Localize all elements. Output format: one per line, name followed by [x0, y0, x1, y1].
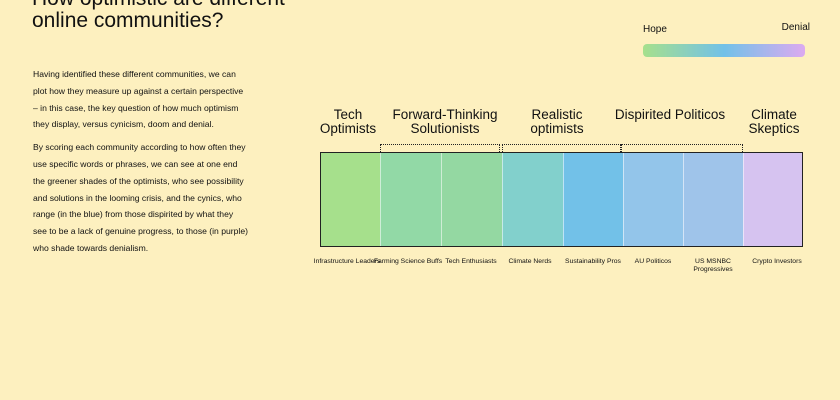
- community-label-climate-nerds: Climate Nerds: [508, 258, 552, 265]
- community-label-infrastructure-leaders: Infrastructure Leaders: [313, 258, 381, 265]
- group-label-tech-optimists: Tech Optimists: [319, 107, 377, 136]
- community-label-tech-enthusiasts: Tech Enthusiasts: [445, 258, 497, 265]
- segment-us-msnbc-progressives: [683, 153, 743, 246]
- group-label-forward-thinking: Forward-Thinking Solutionists: [392, 107, 498, 136]
- bracket-realistic-optimists: [502, 144, 621, 152]
- bracket-forward-thinking: [380, 144, 500, 152]
- community-label-farming-science-buffs: Farming Science Buffs: [373, 258, 443, 265]
- community-spectrum-band: [320, 152, 803, 247]
- segment-au-politicos: [623, 153, 683, 246]
- bracket-dispirited-politicos: [621, 144, 743, 152]
- segment-crypto-investors: [743, 153, 802, 246]
- hope-denial-legend: Hope Denial: [643, 22, 810, 62]
- description: Having identified these different commun…: [33, 66, 248, 263]
- community-label-au-politicos: AU Politicos: [634, 258, 672, 265]
- group-label-realistic-optimists: Realistic optimists: [530, 107, 584, 136]
- page-title: How optimistic are different online comm…: [32, 0, 285, 32]
- paragraph-2: By scoring each community according to h…: [33, 142, 248, 253]
- group-label-climate-skeptics: Climate Skeptics: [748, 107, 800, 136]
- legend-hope-label: Hope: [643, 24, 667, 35]
- community-label-sustainability-pros: Sustainability Pros: [565, 258, 621, 265]
- paragraph-1: Having identified these different commun…: [33, 69, 244, 130]
- segment-tech-enthusiasts: [441, 153, 502, 246]
- segment-sustainability-pros: [563, 153, 623, 246]
- segment-farming-science-buffs: [380, 153, 441, 246]
- legend-denial-label: Denial: [781, 22, 810, 33]
- legend-gradient-bar: [643, 44, 805, 57]
- community-label-crypto-investors: Crypto Investors: [752, 258, 802, 265]
- segment-infrastructure-leaders: [321, 153, 380, 246]
- community-label-us-msnbc-progressives: US MSNBC Progressives: [693, 258, 733, 273]
- segment-climate-nerds: [502, 153, 563, 246]
- group-label-dispirited-politicos: Dispirited Politicos: [614, 107, 726, 122]
